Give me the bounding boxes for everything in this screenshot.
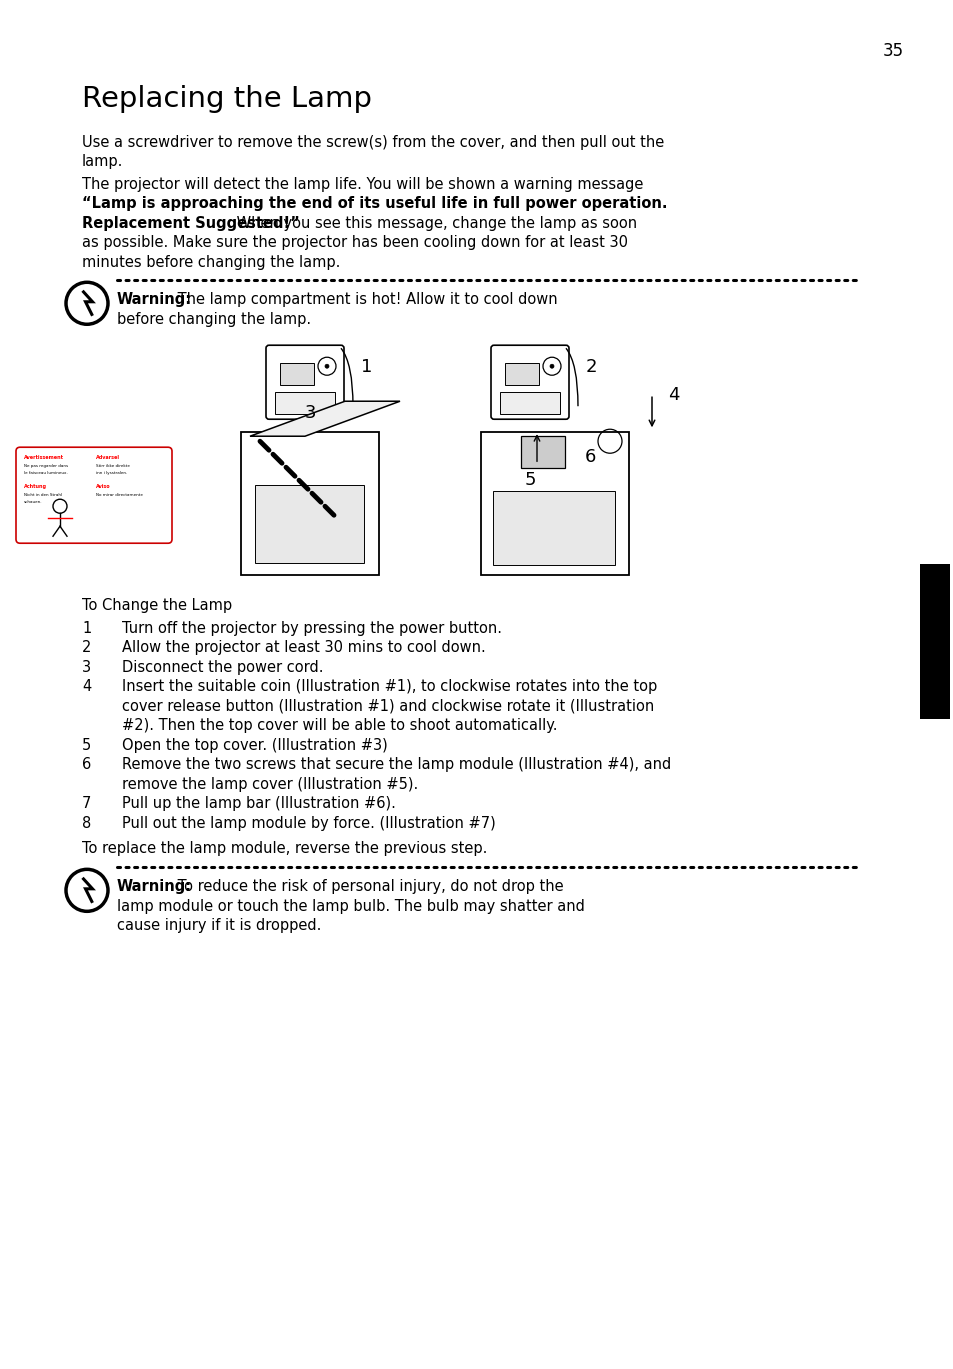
Polygon shape	[250, 401, 399, 437]
Circle shape	[325, 364, 329, 368]
Text: inn i lysstralen.: inn i lysstralen.	[96, 471, 127, 475]
Text: English: English	[927, 616, 941, 667]
FancyBboxPatch shape	[266, 345, 344, 419]
Text: Remove the two screws that secure the lamp module (Illustration #4), and: Remove the two screws that secure the la…	[122, 757, 671, 772]
Text: Allow the projector at least 30 mins to cool down.: Allow the projector at least 30 mins to …	[122, 641, 485, 656]
Text: Use a screwdriver to remove the screw(s) from the cover, and then pull out the: Use a screwdriver to remove the screw(s)…	[82, 136, 663, 151]
Text: as possible. Make sure the projector has been cooling down for at least 30: as possible. Make sure the projector has…	[82, 235, 627, 251]
Text: 6: 6	[82, 757, 91, 772]
Text: Warning:: Warning:	[117, 292, 192, 307]
Text: Nicht in den Strahl: Nicht in den Strahl	[24, 493, 62, 497]
Text: Ne pas regarder dans: Ne pas regarder dans	[24, 464, 68, 468]
Text: Stirr ikke direkte: Stirr ikke direkte	[96, 464, 130, 468]
Text: 7: 7	[82, 797, 91, 812]
Text: Insert the suitable coin (Illustration #1), to clockwise rotates into the top: Insert the suitable coin (Illustration #…	[122, 679, 657, 694]
Text: “Lamp is approaching the end of its useful life in full power operation.: “Lamp is approaching the end of its usef…	[82, 196, 667, 211]
Text: #2). Then the top cover will be able to shoot automatically.: #2). Then the top cover will be able to …	[122, 719, 557, 734]
Text: cover release button (Illustration #1) and clockwise rotate it (Illustration: cover release button (Illustration #1) a…	[122, 698, 654, 713]
Text: Open the top cover. (Illustration #3): Open the top cover. (Illustration #3)	[122, 738, 387, 753]
Text: Pull out the lamp module by force. (Illustration #7): Pull out the lamp module by force. (Illu…	[122, 816, 496, 831]
Text: To replace the lamp module, reverse the previous step.: To replace the lamp module, reverse the …	[82, 841, 487, 856]
Text: lamp module or touch the lamp bulb. The bulb may shatter and: lamp module or touch the lamp bulb. The …	[117, 899, 584, 914]
Text: cause injury if it is dropped.: cause injury if it is dropped.	[117, 919, 321, 934]
Text: The projector will detect the lamp life. You will be shown a warning message: The projector will detect the lamp life.…	[82, 177, 642, 192]
FancyBboxPatch shape	[491, 345, 568, 419]
Text: 1: 1	[82, 620, 91, 635]
FancyBboxPatch shape	[499, 393, 559, 415]
Circle shape	[550, 364, 554, 368]
Text: The lamp compartment is hot! Allow it to cool down: The lamp compartment is hot! Allow it to…	[172, 292, 558, 307]
Text: lamp.: lamp.	[82, 155, 123, 170]
Text: 1: 1	[360, 359, 372, 376]
Text: schauen.: schauen.	[24, 500, 43, 504]
Text: le faisceau lumineux.: le faisceau lumineux.	[24, 471, 68, 475]
Text: Replacement Suggested!”: Replacement Suggested!”	[82, 216, 299, 231]
Text: To Change the Lamp: To Change the Lamp	[82, 598, 232, 613]
Text: 4: 4	[82, 679, 91, 694]
Text: 5: 5	[82, 738, 91, 753]
Text: 4: 4	[667, 386, 679, 404]
Text: 6: 6	[584, 448, 596, 467]
Text: Pull up the lamp bar (Illustration #6).: Pull up the lamp bar (Illustration #6).	[122, 797, 395, 812]
FancyBboxPatch shape	[254, 485, 364, 563]
Text: No mirar directamente: No mirar directamente	[96, 493, 143, 497]
Text: Replacing the Lamp: Replacing the Lamp	[82, 85, 372, 114]
FancyBboxPatch shape	[480, 433, 628, 575]
Text: remove the lamp cover (Illustration #5).: remove the lamp cover (Illustration #5).	[122, 776, 417, 791]
FancyBboxPatch shape	[493, 491, 615, 565]
Text: To reduce the risk of personal injury, do not drop the: To reduce the risk of personal injury, d…	[172, 879, 563, 894]
FancyBboxPatch shape	[274, 393, 335, 415]
Text: 5: 5	[524, 471, 536, 489]
Text: Avertissement: Avertissement	[24, 456, 64, 460]
FancyBboxPatch shape	[919, 564, 949, 719]
FancyBboxPatch shape	[504, 363, 538, 385]
Text: 2: 2	[585, 359, 597, 376]
Text: Achtung: Achtung	[24, 485, 47, 489]
Text: 2: 2	[82, 641, 91, 656]
Text: Warning:: Warning:	[117, 879, 192, 894]
Text: When you see this message, change the lamp as soon: When you see this message, change the la…	[232, 216, 636, 231]
Text: 8: 8	[82, 816, 91, 831]
Text: Disconnect the power cord.: Disconnect the power cord.	[122, 660, 323, 675]
Text: minutes before changing the lamp.: minutes before changing the lamp.	[82, 255, 340, 270]
FancyBboxPatch shape	[16, 448, 172, 543]
Text: Advarsel: Advarsel	[96, 456, 120, 460]
Text: before changing the lamp.: before changing the lamp.	[117, 312, 311, 327]
Text: 35: 35	[882, 42, 903, 60]
Text: 3: 3	[82, 660, 91, 675]
Text: 3: 3	[305, 404, 316, 422]
Text: Turn off the projector by pressing the power button.: Turn off the projector by pressing the p…	[122, 620, 501, 635]
FancyBboxPatch shape	[280, 363, 314, 385]
FancyBboxPatch shape	[520, 437, 564, 468]
Text: Aviso: Aviso	[96, 485, 111, 489]
FancyBboxPatch shape	[241, 433, 378, 575]
